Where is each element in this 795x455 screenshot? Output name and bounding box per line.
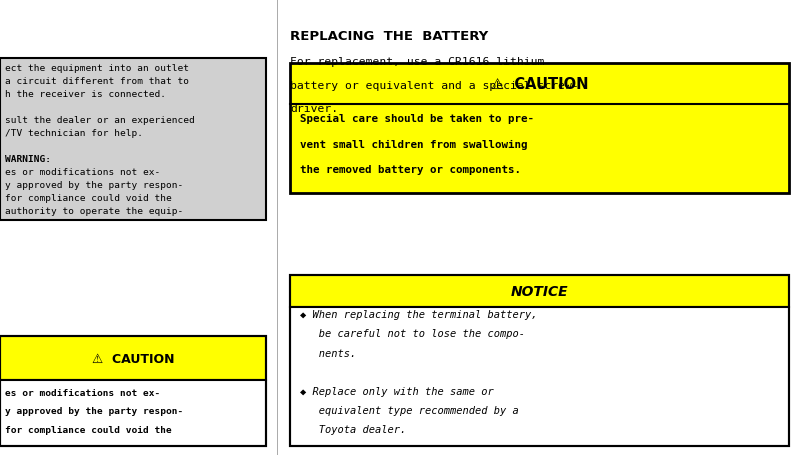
FancyBboxPatch shape	[0, 59, 266, 221]
Text: equivalent type recommended by a: equivalent type recommended by a	[300, 405, 518, 415]
Text: ⚠  CAUTION: ⚠ CAUTION	[491, 77, 588, 92]
Text: Special care should be taken to pre-: Special care should be taken to pre-	[300, 114, 533, 124]
Text: ◆ When replacing the terminal battery,: ◆ When replacing the terminal battery,	[300, 310, 537, 320]
Text: vent small children from swallowing: vent small children from swallowing	[300, 139, 527, 149]
Text: ◆ Replace only with the same or: ◆ Replace only with the same or	[300, 386, 494, 396]
Text: /TV technician for help.: /TV technician for help.	[5, 129, 143, 138]
FancyBboxPatch shape	[290, 307, 789, 446]
Text: NOTICE: NOTICE	[510, 284, 568, 298]
Text: a circuit different from that to: a circuit different from that to	[5, 77, 188, 86]
Text: h the receiver is connected.: h the receiver is connected.	[5, 90, 166, 99]
FancyBboxPatch shape	[290, 275, 789, 307]
Text: ⚠  CAUTION: ⚠ CAUTION	[92, 352, 174, 365]
Text: sult the dealer or an experienced: sult the dealer or an experienced	[5, 116, 195, 125]
Text: for compliance could void the: for compliance could void the	[5, 193, 172, 202]
Text: es or modifications not ex-: es or modifications not ex-	[5, 388, 160, 397]
Text: y approved by the party respon-: y approved by the party respon-	[5, 407, 183, 415]
Text: battery or equivalent and a special screw-: battery or equivalent and a special scre…	[290, 81, 579, 91]
Text: WARNING:: WARNING:	[5, 155, 51, 164]
Text: driver.: driver.	[290, 104, 339, 114]
FancyBboxPatch shape	[0, 337, 266, 380]
Text: REPLACING  THE  BATTERY: REPLACING THE BATTERY	[290, 30, 488, 43]
Text: es or modifications not ex-: es or modifications not ex-	[5, 168, 160, 177]
Text: For replacement, use a CR1616 lithium: For replacement, use a CR1616 lithium	[290, 57, 545, 67]
Text: Toyota dealer.: Toyota dealer.	[300, 424, 406, 434]
Text: be careful not to lose the compo-: be careful not to lose the compo-	[300, 329, 525, 339]
Text: for compliance could void the: for compliance could void the	[5, 425, 172, 434]
Text: y approved by the party respon-: y approved by the party respon-	[5, 181, 183, 190]
Text: ect the equipment into an outlet: ect the equipment into an outlet	[5, 64, 188, 73]
Text: nents.: nents.	[300, 348, 356, 358]
Text: authority to operate the equip-: authority to operate the equip-	[5, 207, 183, 216]
FancyBboxPatch shape	[290, 64, 789, 193]
FancyBboxPatch shape	[0, 380, 266, 446]
Text: the removed battery or components.: the removed battery or components.	[300, 164, 521, 174]
